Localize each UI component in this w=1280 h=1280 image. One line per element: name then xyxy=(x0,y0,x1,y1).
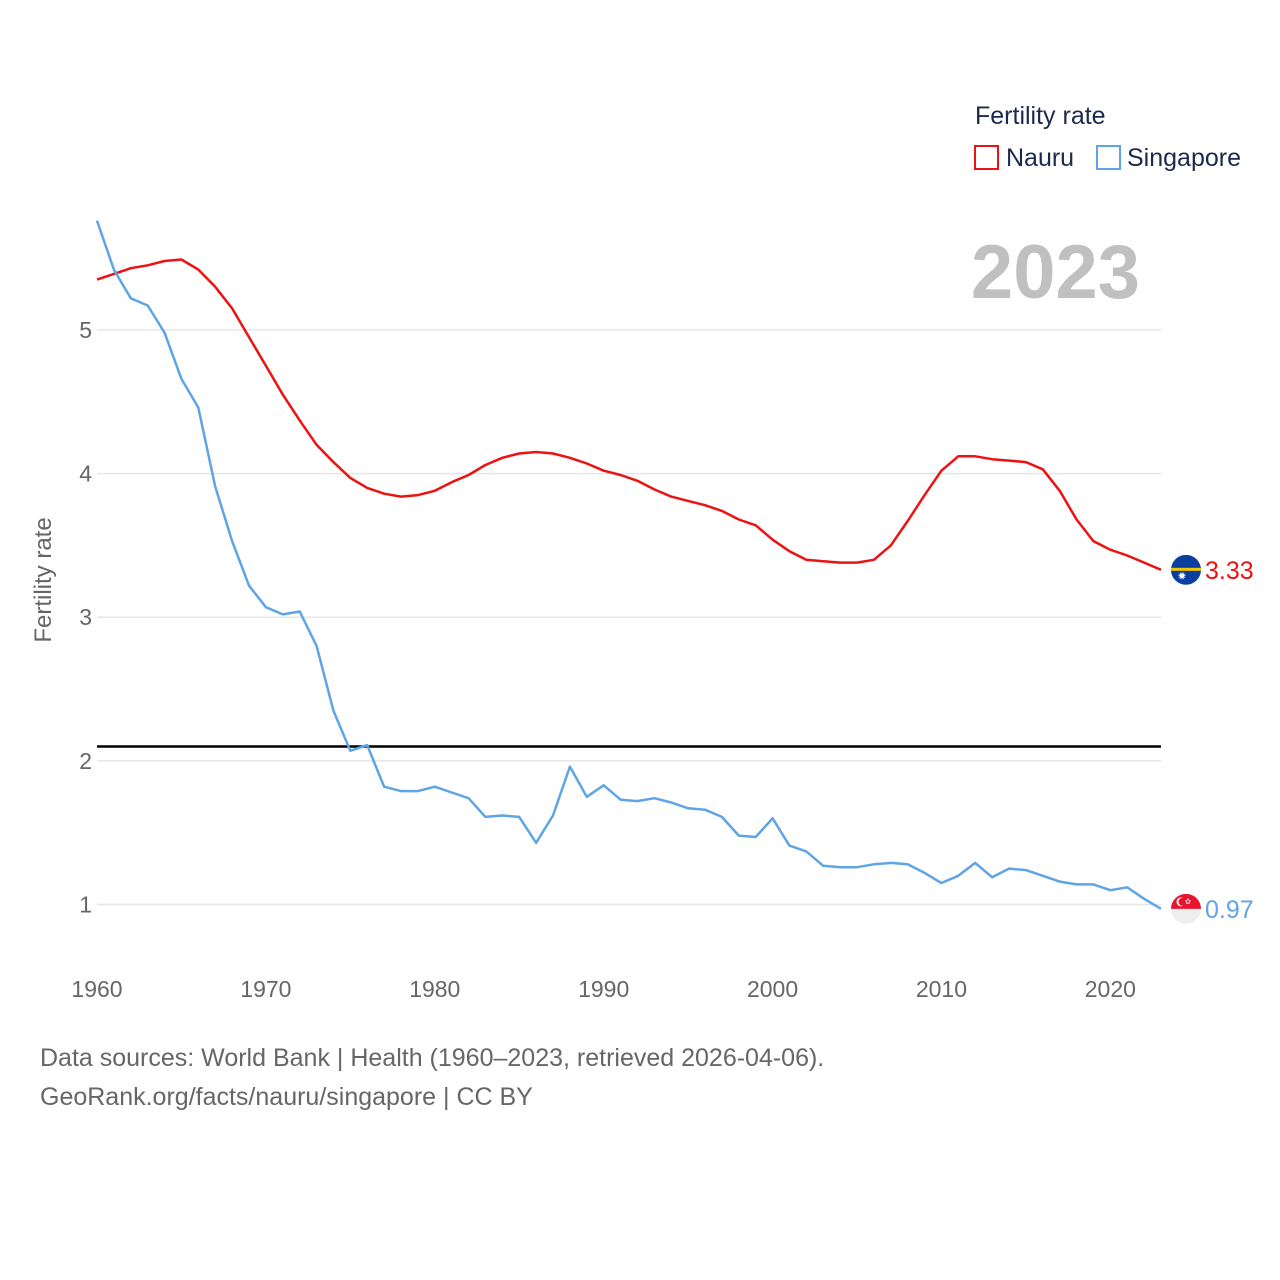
y-tick-label: 5 xyxy=(79,317,92,343)
x-axis: 1960 1970 1980 1990 2000 2010 2020 xyxy=(71,976,1136,1002)
grid xyxy=(97,329,1161,906)
x-tick-label: 2020 xyxy=(1085,976,1136,1002)
y-tick-label: 3 xyxy=(79,604,92,630)
legend-label-nauru: Nauru xyxy=(1006,144,1074,172)
singapore-flag xyxy=(1171,893,1201,924)
end-value-singapore: 0.97 xyxy=(1205,896,1254,924)
end-value-nauru: 3.33 xyxy=(1205,557,1254,585)
nauru-flag xyxy=(1171,554,1201,585)
y-axis-label: Fertility rate xyxy=(30,517,57,642)
legend-swatch-nauru xyxy=(974,145,999,170)
legend-label-singapore: Singapore xyxy=(1127,144,1241,172)
x-tick-label: 2000 xyxy=(747,976,798,1002)
series-lines xyxy=(95,220,1162,910)
legend-swatch-singapore xyxy=(1096,145,1121,170)
source-url: GeoRank.org/facts/nauru/singapore | CC B… xyxy=(40,1083,533,1111)
legend-item-singapore[interactable]: Singapore xyxy=(1096,144,1241,172)
year-label: 2023 xyxy=(971,230,1140,315)
x-tick-label: 1980 xyxy=(409,976,460,1002)
source-line: Data sources: World Bank | Health (1960–… xyxy=(40,1044,825,1072)
legend-title: Fertility rate xyxy=(975,102,1106,130)
y-tick-label: 2 xyxy=(79,748,92,774)
series-line-nauru xyxy=(96,258,1162,571)
end-markers: 3.33 0.97 xyxy=(1171,554,1254,924)
y-tick-label: 4 xyxy=(79,461,92,487)
x-tick-label: 1970 xyxy=(240,976,291,1002)
legend: Fertility rate Nauru Singapore xyxy=(974,102,1241,172)
x-tick-label: 2010 xyxy=(916,976,967,1002)
x-tick-label: 1960 xyxy=(71,976,122,1002)
x-tick-label: 1990 xyxy=(578,976,629,1002)
legend-item-nauru[interactable]: Nauru xyxy=(974,144,1074,172)
y-axis: 1 2 3 4 5 xyxy=(79,317,92,918)
series-line-singapore xyxy=(95,220,1162,910)
y-tick-label: 1 xyxy=(79,892,92,918)
fertility-rate-chart: 1 2 3 4 5 1960 1970 1980 1990 2000 2010 2020 3.33 0… xyxy=(30,102,1254,1002)
